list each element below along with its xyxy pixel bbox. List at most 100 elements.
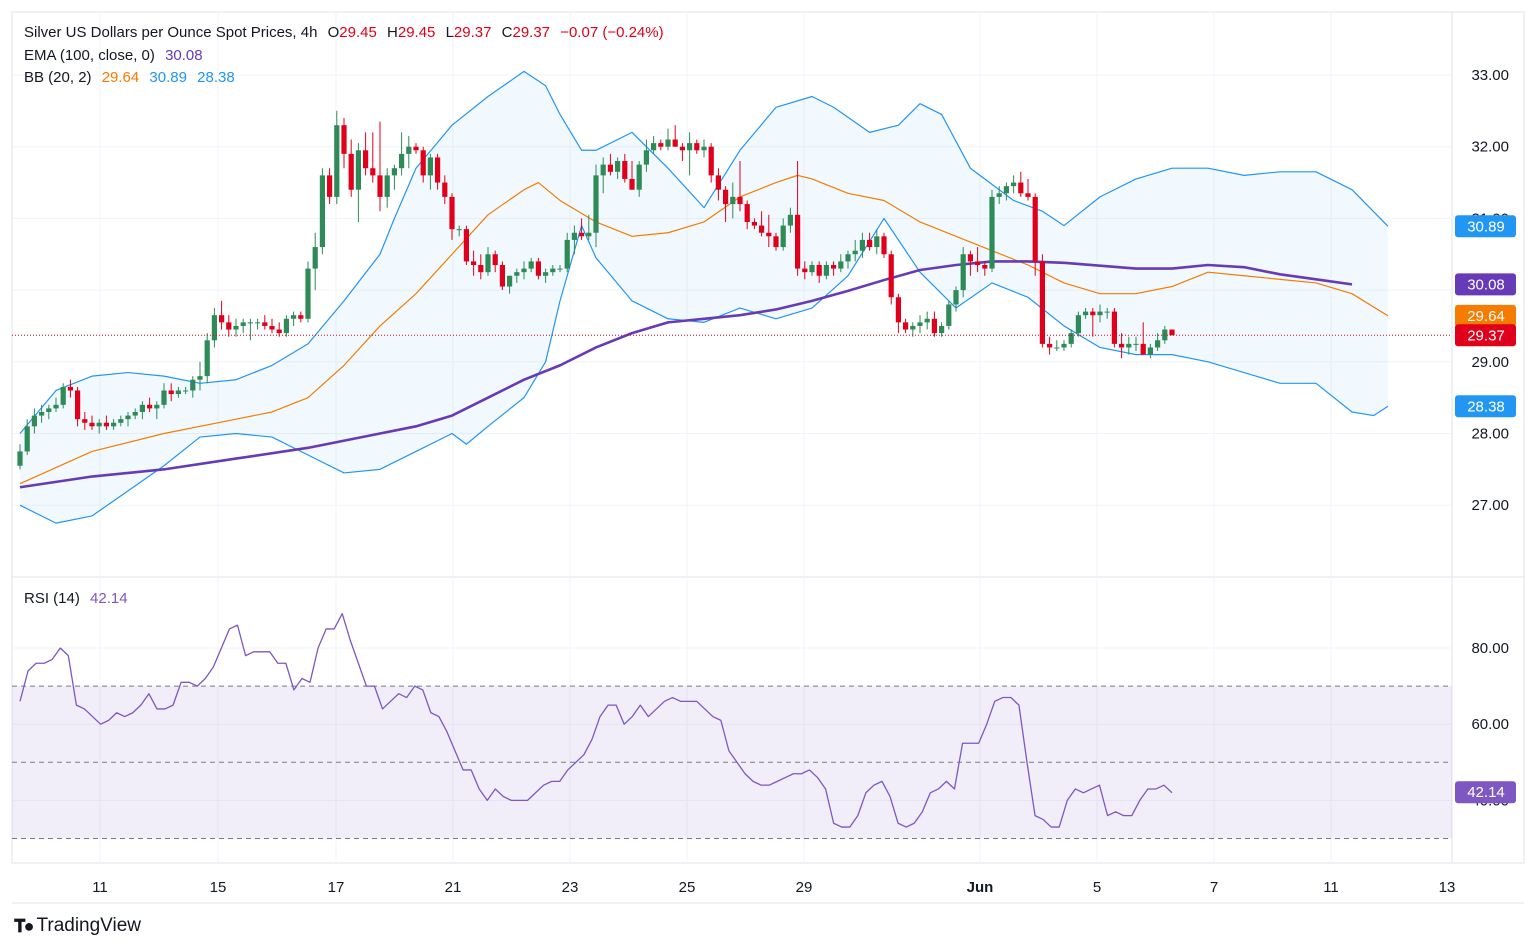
candle-body (507, 275, 513, 287)
candle-body (946, 304, 952, 326)
candle-body (75, 390, 81, 420)
candle-body (471, 261, 477, 266)
time-axis-tick: 21 (445, 879, 462, 896)
candle-body (557, 268, 563, 270)
candle-body (643, 150, 649, 165)
candle-body (363, 150, 369, 169)
candle-body (975, 261, 981, 266)
candle-body (161, 390, 167, 405)
time-axis-tick: 7 (1210, 879, 1218, 896)
candle-body (276, 329, 282, 334)
candle-body (665, 139, 671, 147)
candle-body (1047, 343, 1053, 348)
candle-body (694, 143, 700, 151)
time-axis-tick: 5 (1093, 879, 1101, 896)
low-label: L (445, 24, 454, 41)
candle-body (543, 272, 549, 276)
candle-body (780, 225, 786, 248)
candle-body (341, 125, 347, 154)
candle-body (586, 232, 592, 237)
candle-body (521, 268, 527, 273)
candle-body (190, 379, 196, 391)
low-value: 29.37 (453, 24, 492, 41)
candle-body (535, 261, 541, 276)
candle-body (456, 229, 462, 231)
candle-body (1068, 333, 1074, 344)
bb-label: BB (20, 2) (24, 69, 92, 86)
candle-body (823, 265, 829, 276)
candle-body (679, 146, 685, 151)
candle-body (629, 178, 635, 190)
rsi-line (19, 613, 1173, 828)
ema-price-label: 30.08 (1455, 273, 1516, 296)
candle-body (751, 221, 757, 226)
candle-body (96, 422, 102, 427)
candle-body (528, 261, 534, 269)
price-axis-tick: 32.00 (1471, 139, 1509, 156)
candle-body (298, 315, 304, 319)
candle-body (1133, 343, 1139, 345)
brand-name: TradingView (36, 915, 142, 936)
open-value: 29.45 (339, 24, 377, 41)
candle-body (1155, 340, 1161, 348)
candle-body (895, 297, 901, 323)
candle-body (327, 175, 333, 197)
price-axis-tick: 29.00 (1471, 354, 1509, 371)
candle-body (118, 419, 124, 423)
candle-body (1061, 343, 1067, 348)
candle-body (996, 193, 1002, 197)
candle-body (39, 411, 45, 416)
candle-body (89, 422, 95, 427)
candle-body (384, 175, 390, 197)
tradingview-logo-icon: 𝐓● (14, 915, 35, 936)
ema-value: 30.08 (165, 47, 203, 64)
bb-upper-price-label-text: 30.89 (1467, 218, 1505, 235)
bb-upper-price-label: 30.89 (1455, 215, 1516, 238)
high-label: H (387, 24, 398, 41)
close-value: 29.37 (512, 24, 551, 41)
candle-body (31, 415, 37, 427)
candle-body (802, 268, 808, 273)
candle-body (579, 232, 585, 237)
candle-body (852, 250, 858, 255)
ema-price-label-text: 30.08 (1467, 276, 1505, 293)
time-axis-tick: 15 (210, 879, 227, 896)
candle-body (233, 325, 239, 330)
candle-body (1039, 261, 1045, 344)
bb-lower-price-label: 28.38 (1455, 395, 1516, 418)
time-axis-tick: Jun (967, 879, 994, 896)
high-value: 29.45 (397, 24, 436, 41)
candle-body (982, 265, 988, 269)
tradingview-logo[interactable]: 𝐓● TradingView (14, 915, 141, 937)
candle-body (939, 325, 945, 334)
candle-body (766, 232, 772, 237)
candle-body (449, 196, 455, 230)
candle-body (1018, 182, 1024, 194)
candle-body (399, 153, 405, 169)
price-axis-tick: 27.00 (1471, 497, 1509, 514)
rsi-label: RSI (14) (24, 590, 80, 607)
candle-body (211, 315, 217, 341)
ema-label: EMA (100, close, 0) (24, 47, 155, 64)
candle-body (377, 175, 383, 197)
candle-body (953, 290, 959, 305)
candle-body (319, 175, 325, 248)
candle-body (46, 408, 52, 412)
candle-body (1083, 311, 1089, 316)
candle-body (550, 268, 556, 273)
candle-body (514, 272, 520, 276)
bb-upper-value: 30.89 (149, 69, 187, 86)
open-label: O (327, 24, 340, 41)
candle-body (262, 322, 268, 326)
time-axis-tick: 11 (92, 879, 108, 896)
candle-body (615, 161, 621, 172)
candle-body (183, 390, 189, 392)
candle-body (370, 168, 376, 176)
candle-body (1075, 315, 1081, 334)
candle-body (1054, 347, 1060, 349)
candle-body (1003, 186, 1009, 194)
candle-body (723, 189, 729, 205)
candle-body (701, 146, 707, 151)
candle-body (989, 196, 995, 269)
